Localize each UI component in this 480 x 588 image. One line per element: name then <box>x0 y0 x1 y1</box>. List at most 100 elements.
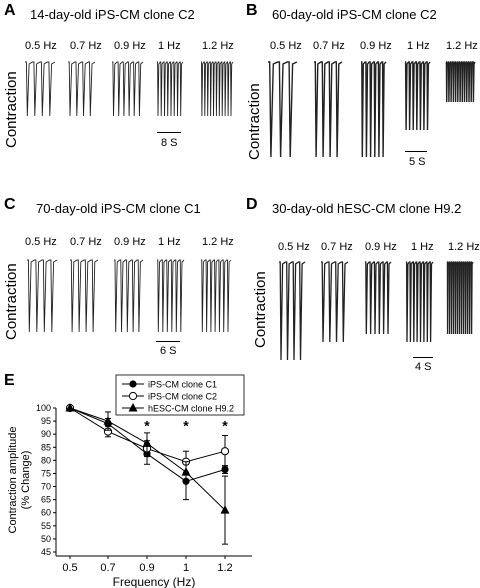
y-axis-label: Contraction amplitude (% Change) <box>7 426 32 533</box>
data-point <box>142 438 152 447</box>
freq-label: 1 Hz <box>158 236 181 248</box>
freq-label: 1 Hz <box>158 40 181 52</box>
contraction-trace <box>321 261 349 343</box>
y-axis-label-line: (% Change) <box>20 451 32 510</box>
contraction-trace <box>365 261 392 335</box>
significance-marker: * <box>222 417 228 433</box>
amplitude-chart: 45 50 55 60 65 70 75 80 85 90 95 100 0.5 0.7 0.9 1 1.2 Fr… <box>7 374 252 588</box>
contraction-trace <box>114 259 144 333</box>
y-tick-label: 80 <box>41 455 51 465</box>
panel-label: C <box>4 196 16 213</box>
x-tick-label: 1.2 <box>217 562 232 574</box>
y-tick-label: 65 <box>41 495 51 505</box>
freq-label: 0.5 Hz <box>25 40 57 52</box>
contraction-trace <box>201 61 234 117</box>
panel-title: 60-day-old iPS-CM clone C2 <box>272 7 437 22</box>
contraction-trace <box>112 61 144 117</box>
y-axis-label-line: Contraction amplitude <box>7 426 19 533</box>
freq-label: 0.7 Hz <box>321 241 353 253</box>
contraction-trace <box>446 261 474 335</box>
traces-a <box>25 61 234 117</box>
panel-label: D <box>246 196 258 213</box>
series-hesc-cm-clone-h9-2 <box>65 403 230 545</box>
contraction-trace <box>157 61 184 117</box>
contraction-trace <box>201 259 232 333</box>
contraction-trace <box>404 61 431 131</box>
data-point <box>65 403 75 412</box>
scale-label: 5 S <box>409 156 426 168</box>
contraction-trace <box>361 61 387 158</box>
scale-bar <box>156 341 180 342</box>
data-point <box>220 505 230 514</box>
data-point <box>220 447 230 456</box>
y-tick-label: 55 <box>41 521 51 531</box>
contraction-trace <box>68 61 96 117</box>
contraction-trace <box>70 259 99 333</box>
y-tick-label: 60 <box>41 508 51 518</box>
contraction-trace <box>27 259 58 333</box>
freq-label: 0.9 Hz <box>360 40 392 52</box>
x-tick-label: 0.7 <box>100 562 115 574</box>
panel-label: B <box>246 2 258 19</box>
freq-label: 0.5 Hz <box>25 236 57 248</box>
data-point <box>128 391 138 401</box>
panel-title: 30-day-old hESC-CM clone H9.2 <box>272 201 462 216</box>
y-tick-label: 85 <box>41 442 51 452</box>
legend: iPS-CM clone C1 iPS-CM clone C2 hESC-CM cl… <box>115 374 245 416</box>
scale-bar <box>157 132 181 133</box>
freq-label: 1.2 Hz <box>446 40 478 52</box>
freq-label: 0.7 Hz <box>70 40 102 52</box>
y-tick-label: 95 <box>41 416 51 426</box>
scale-label: 4 S <box>415 361 432 373</box>
panel-label: E <box>4 372 15 389</box>
data-point <box>103 416 113 425</box>
legend-entry: iPS-CM clone C1 <box>148 380 217 390</box>
data-point <box>181 467 191 476</box>
freq-label: 0.5 Hz <box>270 40 302 52</box>
contraction-trace <box>268 61 298 158</box>
freq-label: 0.7 Hz <box>313 40 345 52</box>
significance-marker: * <box>144 417 150 433</box>
x-tick-label: 0.5 <box>62 562 77 574</box>
freq-label: 0.9 Hz <box>114 40 146 52</box>
freq-label: 1 Hz <box>411 241 434 253</box>
y-tick-label: 70 <box>41 482 51 492</box>
data-point <box>221 465 229 474</box>
x-axis-label: Frequency (Hz) <box>113 575 196 588</box>
y-tick-label: 45 <box>41 547 51 557</box>
x-tick-label: 0.9 <box>139 562 154 574</box>
contraction-trace <box>405 261 434 343</box>
contraction-trace <box>25 61 56 117</box>
contraction-trace <box>157 259 185 333</box>
scale-bar <box>405 151 427 152</box>
freq-label: 0.5 Hz <box>278 241 310 253</box>
scale-label: 6 S <box>160 345 177 357</box>
scale-label: 8 S <box>161 137 178 149</box>
y-tick-label: 75 <box>41 468 51 478</box>
freq-label: 1.2 Hz <box>202 236 234 248</box>
contraction-trace <box>279 261 306 361</box>
freq-label: 0.9 Hz <box>114 236 146 248</box>
panel-label: A <box>4 2 16 19</box>
traces-d <box>279 261 474 361</box>
y-tick-label: 50 <box>41 534 51 544</box>
panel-title: 70-day-old iPS-CM clone C1 <box>36 201 201 216</box>
legend-entry: iPS-CM clone C2 <box>148 392 217 402</box>
panel-title: 14-day-old iPS-CM clone C2 <box>30 7 195 22</box>
data-point <box>129 380 137 388</box>
freq-label: 0.9 Hz <box>365 241 397 253</box>
scale-bar <box>413 357 433 358</box>
traces-c <box>27 259 232 333</box>
data-point <box>128 403 138 412</box>
legend-entry: hESC-CM clone H9.2 <box>148 404 234 414</box>
significance-marker: * <box>183 417 189 433</box>
traces-b <box>268 61 476 158</box>
freq-label: 0.7 Hz <box>70 236 102 248</box>
contraction-trace <box>445 61 476 103</box>
contraction-trace <box>314 61 343 158</box>
freq-label: 1.2 Hz <box>448 241 480 253</box>
x-tick-label: 1 <box>183 562 189 574</box>
y-tick-label: 90 <box>41 429 51 439</box>
freq-label: 1 Hz <box>407 40 430 52</box>
y-tick-label: 100 <box>36 403 51 413</box>
